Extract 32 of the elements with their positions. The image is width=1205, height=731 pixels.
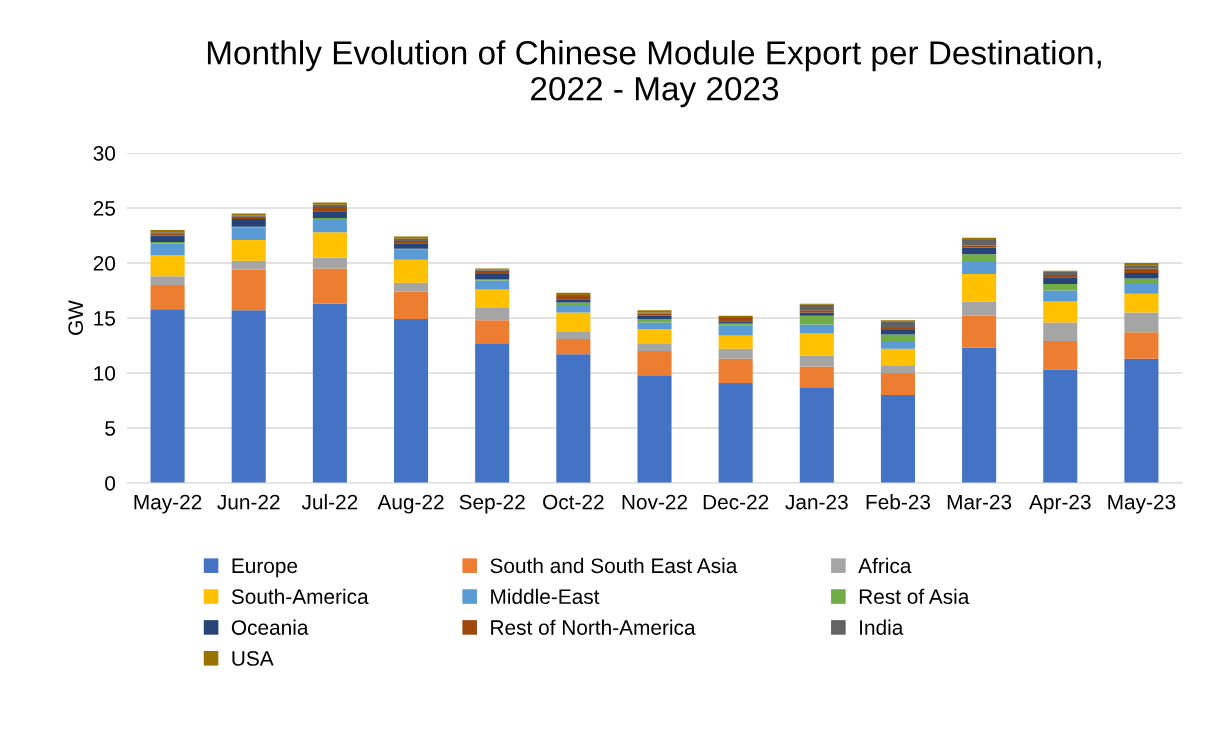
y-tick-label: 0 <box>105 476 116 491</box>
legend-label: Rest of Asia <box>859 588 970 605</box>
x-tick-label: Apr-23 <box>1029 494 1091 514</box>
x-tick-label: Jul-22 <box>301 494 358 510</box>
y-axis-title: GW <box>68 300 84 335</box>
legend-label: India <box>860 619 904 635</box>
y-tick-label: 20 <box>93 256 116 271</box>
x-tick-label: Feb-23 <box>866 494 931 510</box>
x-tick-label: Oct-22 <box>543 494 604 510</box>
legend-label: Africa <box>858 557 912 574</box>
legend-label: Middle-East <box>491 588 600 605</box>
x-tick-label: Jun-22 <box>217 494 280 510</box>
x-tick-label: May-22 <box>134 494 202 514</box>
x-tick-label: May-23 <box>1108 494 1176 514</box>
legend-label: USA <box>232 651 274 666</box>
legend-label: South-America <box>231 588 369 605</box>
x-tick-label: Sep-22 <box>459 494 525 514</box>
x-tick-label: Dec-22 <box>703 494 769 510</box>
y-tick-label: 25 <box>93 201 116 216</box>
legend-label: South and South East Asia <box>490 557 738 574</box>
legend-label: Europe <box>232 558 298 578</box>
x-tick-label: Mar-23 <box>947 494 1012 510</box>
x-tick-label: Aug-22 <box>377 494 444 514</box>
x-tick-label: Jan-23 <box>785 494 848 510</box>
y-tick-label: 5 <box>105 421 116 436</box>
y-tick-label: 10 <box>94 366 116 381</box>
legend-label: Oceania <box>231 619 309 635</box>
y-tick-label: 15 <box>94 311 116 326</box>
chart-title: Monthly Evolution of Chinese Module Export per Destination, 2022 - May 2023 <box>207 40 1101 108</box>
y-tick-label: 30 <box>93 146 116 161</box>
legend-label: Rest of North-America <box>491 619 696 635</box>
x-tick-label: Nov-22 <box>622 494 688 510</box>
